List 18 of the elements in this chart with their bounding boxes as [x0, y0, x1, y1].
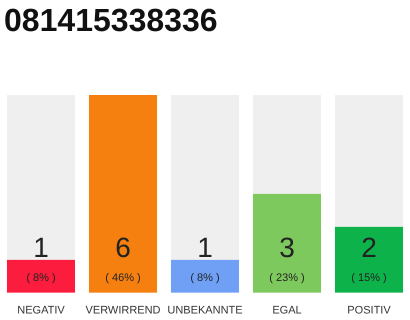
x-tick-label: VERWIRREND — [86, 304, 161, 316]
bar — [170, 260, 240, 293]
data-label: 3 — [279, 232, 295, 263]
x-tick-label: UNBEKANNTE — [167, 304, 243, 316]
annotation: ( 46% ) — [105, 272, 141, 284]
annotation: ( 15% ) — [351, 272, 387, 284]
data-label: 1 — [33, 232, 49, 263]
chart-title: 081415338336 — [4, 2, 218, 39]
data-label: 6 — [115, 232, 131, 263]
annotation: ( 23% ) — [269, 272, 305, 284]
x-tick-label: POSITIV — [347, 304, 392, 316]
annotation: ( 8% ) — [26, 272, 56, 284]
annotation: ( 8% ) — [190, 272, 220, 284]
x-tick-label: NEGATIV — [17, 304, 66, 316]
x-tick-label: EGAL — [272, 304, 302, 316]
bar — [6, 260, 76, 293]
data-label: 2 — [361, 232, 377, 263]
data-label: 1 — [197, 232, 213, 263]
